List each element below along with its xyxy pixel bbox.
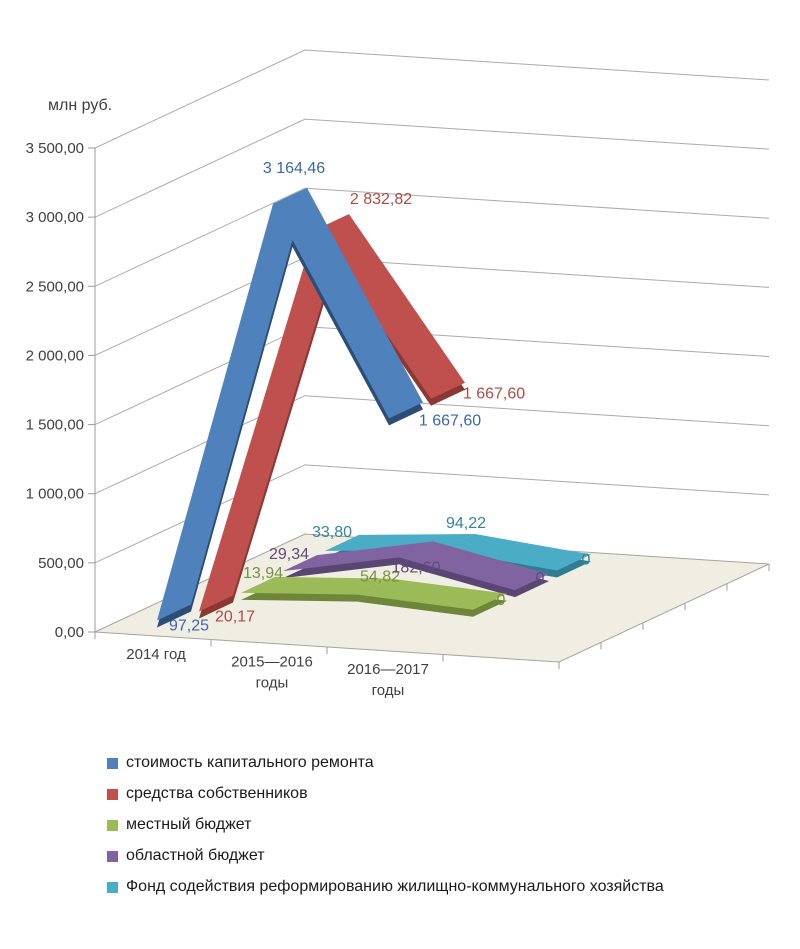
data-label: 0 xyxy=(582,552,591,569)
legend-swatch-icon xyxy=(107,757,118,769)
value-axis-tick-label: 1 500,00 xyxy=(26,417,84,434)
category-label: 2015—2016 xyxy=(231,653,313,670)
legend-item: местный бюджет xyxy=(107,816,767,834)
legend-swatch-icon xyxy=(107,788,118,800)
category-label: 2014 год xyxy=(126,646,186,663)
series-ribbon xyxy=(441,534,591,571)
legend-label: областной бюджет xyxy=(126,847,265,864)
gridline xyxy=(94,464,770,564)
data-label: 20,17 xyxy=(215,609,255,626)
gridline xyxy=(94,118,770,218)
3d-line-chart: 0,00 500,00 1 000,00 1 500,00 2 000,00 2 500,… xyxy=(26,49,770,699)
chart-legend: стоимость капитального ремонта средства … xyxy=(107,754,767,909)
data-label: 1 667,60 xyxy=(419,412,481,429)
value-axis-tick-label: 1 000,00 xyxy=(26,486,84,503)
series-ribbon xyxy=(199,214,349,612)
legend-swatch-icon xyxy=(107,850,118,862)
legend-label: средства собственников xyxy=(126,785,308,802)
data-label: 3 164,46 xyxy=(263,160,325,177)
series-ribbon xyxy=(273,187,423,419)
data-label: 0 xyxy=(497,592,506,609)
category-label: годы xyxy=(256,674,289,691)
data-label: 94,22 xyxy=(446,515,486,532)
series-ribbon xyxy=(283,541,433,572)
value-axis-tick-label: 3 000,00 xyxy=(26,209,84,226)
category-label: 2016—2017 xyxy=(347,661,429,678)
data-label: 54,82 xyxy=(360,569,400,586)
legend-label: стоимость капитального ремонта xyxy=(126,754,374,771)
value-axis-tick-label: 2 500,00 xyxy=(26,278,84,295)
gridline xyxy=(94,187,770,287)
value-axis-title: млн руб. xyxy=(48,97,112,114)
data-label: 0 xyxy=(536,570,545,587)
gridline xyxy=(94,395,770,495)
legend-label: Фонд содействия реформированию жилищно-к… xyxy=(126,878,664,895)
value-axis-tick-label: 2 000,00 xyxy=(26,347,84,364)
category-label: годы xyxy=(372,682,405,699)
data-label: 182,60 xyxy=(392,559,441,576)
legend-item: Фонд содействия реформированию жилищно-к… xyxy=(107,878,767,896)
series-ribbon xyxy=(157,187,307,621)
value-axis-tick-label: 3 500,00 xyxy=(26,140,84,157)
data-label: 2 832,82 xyxy=(350,191,412,208)
series-ribbon xyxy=(241,576,391,595)
legend-swatch-icon xyxy=(107,881,118,893)
gridline xyxy=(94,49,770,149)
data-label: 97,25 xyxy=(169,618,209,635)
data-label: 1 667,60 xyxy=(463,386,525,403)
value-axis-tick-label: 0,00 xyxy=(55,624,84,641)
series-ribbon xyxy=(357,578,507,610)
legend-item: областной бюджет xyxy=(107,847,767,865)
data-label: 29,34 xyxy=(269,546,309,563)
legend-item: средства собственников xyxy=(107,785,767,803)
data-label: 33,80 xyxy=(312,524,352,541)
legend-swatch-icon xyxy=(107,819,118,831)
series-ribbon xyxy=(315,214,465,399)
legend-item: стоимость капитального ремонта xyxy=(107,754,767,772)
value-axis-tick-label: 500,00 xyxy=(38,555,84,572)
series-ribbon xyxy=(399,541,549,591)
data-label: 13,94 xyxy=(243,565,283,582)
legend-label: местный бюджет xyxy=(126,816,252,833)
